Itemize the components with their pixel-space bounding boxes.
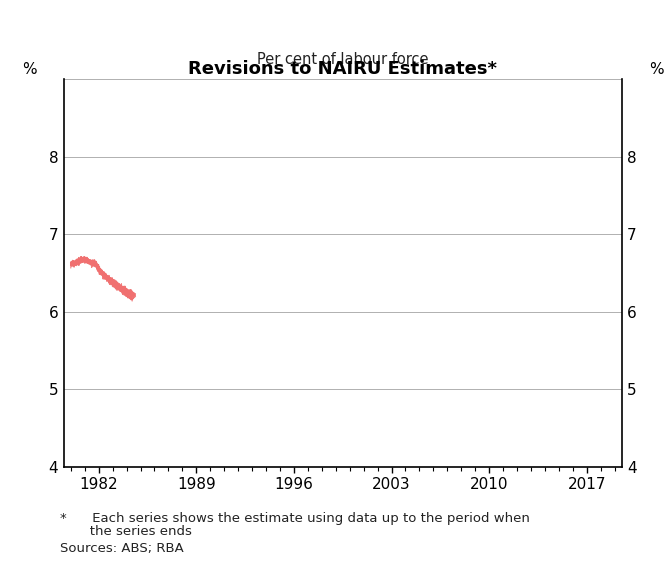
Text: %: % [22,62,36,78]
Text: Sources: ABS; RBA: Sources: ABS; RBA [60,542,184,555]
Title: Revisions to NAIRU Estimates*: Revisions to NAIRU Estimates* [188,59,497,78]
Text: Per cent of labour force: Per cent of labour force [257,52,429,67]
Text: the series ends: the series ends [60,525,192,538]
Text: %: % [649,62,663,78]
Text: *      Each series shows the estimate using data up to the period when: * Each series shows the estimate using d… [60,512,530,525]
